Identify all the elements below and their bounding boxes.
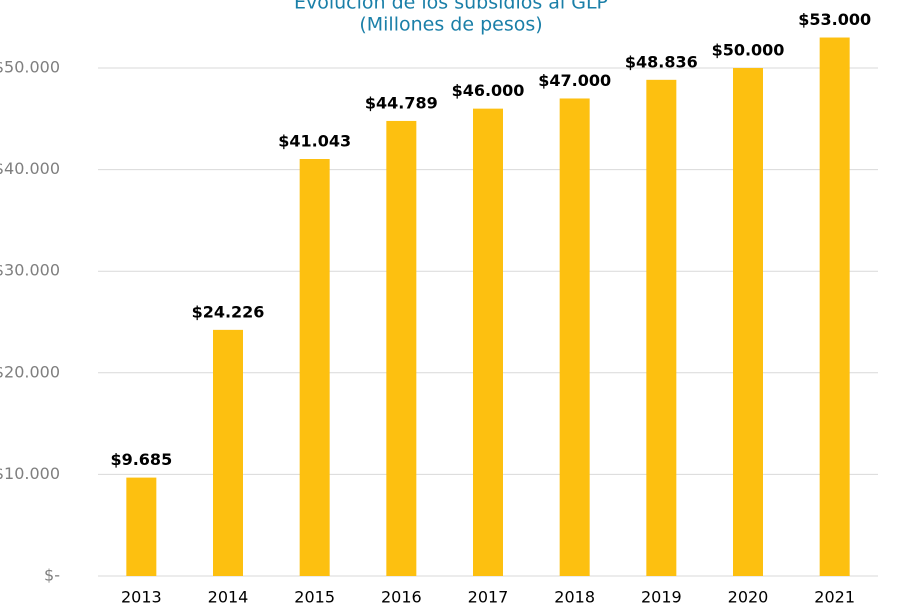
bar: [299, 159, 330, 576]
bar: [646, 79, 677, 577]
bar: [213, 329, 243, 576]
value-label: $41.043: [278, 132, 351, 151]
bar: [819, 37, 850, 576]
chart-subtitle: (Millones de pesos): [359, 14, 542, 36]
value-label: $53.000: [798, 10, 871, 29]
x-tick-label: 2017: [468, 588, 509, 606]
y-tick-label: $30.000: [0, 261, 60, 280]
bar: [733, 68, 763, 576]
x-tick-label: 2015: [294, 588, 335, 606]
y-tick-label: $20.000: [0, 362, 60, 381]
value-label: $9.685: [110, 450, 172, 469]
x-tick-label: 2019: [641, 588, 682, 606]
value-label: $47.000: [538, 71, 611, 90]
bar: [473, 108, 503, 576]
x-tick-label: 2014: [208, 588, 249, 606]
x-tick-label: 2013: [121, 588, 162, 606]
x-tick-label: 2021: [814, 588, 855, 606]
value-label: $24.226: [192, 302, 265, 321]
x-tick-label: 2018: [554, 588, 595, 606]
bar: [559, 98, 590, 576]
value-label: $46.000: [452, 81, 525, 100]
value-label: $44.789: [365, 93, 438, 112]
y-tick-label: $40.000: [0, 159, 60, 178]
x-tick-label: 2016: [381, 588, 422, 606]
chart-title: Evolución de los subsidios al GLP: [294, 0, 608, 14]
y-tick-label: $10.000: [0, 464, 60, 483]
x-tick-label: 2020: [728, 588, 769, 606]
y-tick-label: $50.000: [0, 58, 60, 77]
y-tick-label: $-: [44, 566, 60, 585]
value-label: $48.836: [625, 52, 698, 71]
value-label: $50.000: [712, 41, 785, 60]
bar: [386, 120, 417, 577]
bar: [126, 477, 157, 576]
